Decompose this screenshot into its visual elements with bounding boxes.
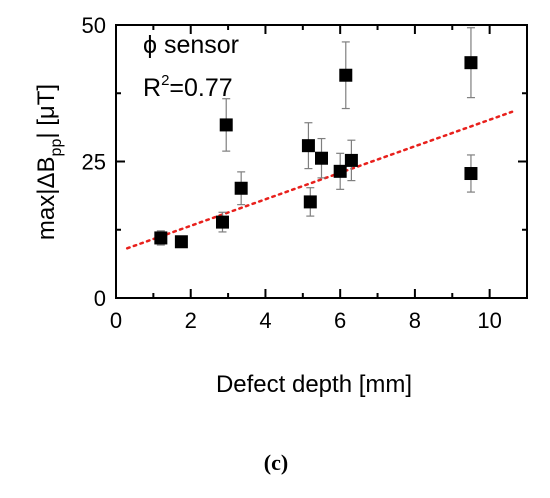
- data-point: [464, 167, 478, 181]
- data-point: [339, 68, 353, 82]
- data-point: [344, 153, 358, 167]
- y-tick-label: 50: [82, 13, 106, 38]
- data-point: [234, 181, 248, 195]
- x-tick-label: 0: [110, 308, 122, 333]
- x-tick-label: 4: [259, 308, 271, 333]
- data-point: [333, 164, 347, 178]
- y-axis-title: max|ΔBpp| [μT]: [33, 84, 65, 240]
- data-point: [154, 231, 168, 245]
- r2-value: =0.77: [169, 74, 232, 102]
- x-tick-label: 6: [334, 308, 346, 333]
- y-axis-ticks: 0 25 50: [82, 13, 527, 311]
- error-bars: [156, 27, 475, 248]
- data-point: [303, 195, 317, 209]
- y-tick-label: 0: [94, 286, 106, 311]
- y-axis-title-tail: | [μT]: [33, 84, 60, 139]
- x-tick-label: 10: [477, 308, 501, 333]
- annotation-title: ϕ sensor: [143, 31, 239, 59]
- r2-exponent: 2: [161, 72, 169, 89]
- y-axis-title-main: max|ΔB: [33, 156, 60, 240]
- data-point: [219, 118, 233, 132]
- data-point: [215, 215, 229, 229]
- annotation-r2: R2=0.77: [143, 72, 233, 102]
- data-point: [301, 139, 315, 153]
- y-axis-title-sub: pp: [48, 139, 65, 157]
- x-tick-label: 2: [185, 308, 197, 333]
- x-axis-title: Defect depth [mm]: [216, 371, 412, 398]
- y-tick-label: 25: [82, 150, 106, 175]
- x-axis-ticks: 0 2 4 6 8 10: [110, 25, 502, 333]
- r2-base: R: [143, 74, 161, 102]
- fit-line: [125, 110, 514, 250]
- data-points: [154, 56, 478, 249]
- data-point: [174, 235, 188, 249]
- x-tick-label: 8: [409, 308, 421, 333]
- fit-line-group: [125, 110, 514, 250]
- figure-caption: (c): [264, 450, 288, 475]
- data-point: [315, 151, 328, 165]
- data-point: [464, 56, 478, 70]
